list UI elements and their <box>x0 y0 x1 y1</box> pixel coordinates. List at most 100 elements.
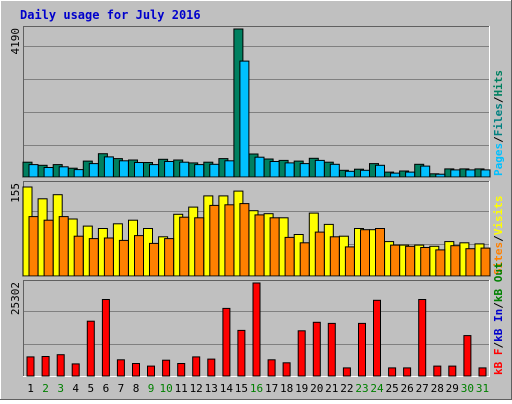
bar-pages-day-1 <box>28 164 39 178</box>
x-tick-label-day-18: 18 <box>280 382 293 395</box>
x-tick-label-day-6: 6 <box>103 382 110 395</box>
x-tick-label-day-1: 1 <box>27 382 34 395</box>
bar-pages-day-12 <box>194 164 205 178</box>
bar-sites-day-1 <box>28 216 39 277</box>
legend-visits: Visits <box>492 196 505 236</box>
bar-kb-f-day-7 <box>116 359 125 377</box>
bar-sites-day-3 <box>58 216 69 277</box>
x-tick-label-day-17: 17 <box>265 382 278 395</box>
bar-pages-day-21 <box>329 163 340 178</box>
legend-kb-out: kB Out <box>492 262 505 302</box>
bar-kb-f-day-17 <box>267 359 276 377</box>
bar-pages-day-5 <box>88 163 99 178</box>
x-tick-label-day-4: 4 <box>72 382 79 395</box>
legend-separator: / <box>492 342 505 349</box>
x-tick-label-day-10: 10 <box>159 382 172 395</box>
bar-kb-f-day-31 <box>478 367 487 377</box>
bar-kb-f-day-3 <box>56 354 65 377</box>
bar-pages-day-17 <box>269 161 280 178</box>
legend-separator: / <box>492 136 505 143</box>
bar-pages-day-6 <box>103 156 114 178</box>
bar-sites-day-31 <box>480 247 491 277</box>
chart-title: Daily usage for July 2016 <box>20 8 201 22</box>
bar-kb-f-day-27 <box>418 299 427 377</box>
bar-kb-f-day-29 <box>448 365 457 377</box>
bar-sites-day-10 <box>164 238 175 277</box>
bar-pages-day-14 <box>224 160 235 178</box>
bar-pages-day-19 <box>299 163 310 178</box>
bar-sites-day-11 <box>179 216 190 277</box>
bar-sites-day-14 <box>224 204 235 277</box>
x-tick-label-day-27: 27 <box>416 382 429 395</box>
legend-sites: Sites <box>492 242 505 275</box>
bar-pages-day-10 <box>164 161 175 178</box>
x-tick-label-day-13: 13 <box>205 382 218 395</box>
bar-sites-day-6 <box>103 237 114 277</box>
bar-pages-day-24 <box>375 164 385 178</box>
bar-sites-day-18 <box>284 236 295 277</box>
legend-hits: Hits <box>492 70 505 97</box>
legend-separator: / <box>492 96 505 103</box>
bar-pages-day-3 <box>58 166 69 178</box>
x-tick-label-day-9: 9 <box>148 382 155 395</box>
x-tick-label-day-22: 22 <box>340 382 353 395</box>
legend-hits-files-pages: Pages/Files/Hits <box>492 70 505 176</box>
bar-kb-f-day-12 <box>192 356 201 377</box>
bar-sites-day-24 <box>375 228 385 277</box>
x-tick-label-day-15: 15 <box>235 382 248 395</box>
legend-visits-sites: Sites/Visits <box>492 196 505 276</box>
bar-pages-day-27 <box>420 165 431 178</box>
bar-kb-f-day-4 <box>71 363 80 377</box>
bar-kb-f-day-26 <box>403 367 412 377</box>
legend-kb-f: kB F <box>492 349 505 376</box>
bar-sites-day-8 <box>134 235 144 277</box>
bar-kb-f-day-8 <box>132 363 140 377</box>
ymax-label-kbytes: 25302 <box>9 282 22 315</box>
legend-separator: / <box>492 302 505 309</box>
bar-kb-f-day-2 <box>41 356 50 377</box>
x-tick-label-day-30: 30 <box>461 382 474 395</box>
bar-kb-f-day-18 <box>282 362 291 377</box>
bar-sites-day-2 <box>43 219 54 277</box>
bar-kb-f-day-23 <box>358 322 366 377</box>
bar-kb-f-day-14 <box>222 307 231 377</box>
bar-kb-f-day-6 <box>101 299 110 377</box>
bar-pages-day-4 <box>73 169 84 178</box>
bar-pages-day-29 <box>450 169 461 178</box>
bar-sites-day-20 <box>314 231 325 277</box>
bar-sites-day-7 <box>118 239 129 277</box>
bar-pages-day-15 <box>239 60 250 178</box>
bar-pages-day-2 <box>43 167 54 178</box>
bar-sites-day-29 <box>450 245 461 277</box>
x-tick-label-day-29: 29 <box>446 382 459 395</box>
x-tick-label-day-5: 5 <box>87 382 94 395</box>
bar-kb-f-day-5 <box>86 320 95 377</box>
bar-sites-day-28 <box>435 249 446 277</box>
panel-hits-files-pages <box>23 26 490 178</box>
bar-pages-day-30 <box>465 169 476 178</box>
legend-kbytes: kB F/kB In/kB Out <box>492 262 505 375</box>
bar-kb-f-day-30 <box>463 335 472 377</box>
bar-pages-day-11 <box>179 161 190 178</box>
x-tick-label-day-19: 19 <box>295 382 308 395</box>
bar-sites-day-13 <box>209 204 220 277</box>
x-tick-label-day-21: 21 <box>325 382 338 395</box>
bar-pages-day-20 <box>314 159 325 178</box>
x-tick-label-day-16: 16 <box>250 382 263 395</box>
bar-pages-day-22 <box>344 170 355 178</box>
bar-sites-day-27 <box>420 247 431 277</box>
bar-sites-day-30 <box>465 248 476 277</box>
bar-kb-f-day-15 <box>237 329 246 377</box>
bar-pages-day-26 <box>405 171 416 178</box>
legend-kb-in: kB In <box>492 309 505 342</box>
bar-kb-f-day-28 <box>433 365 442 377</box>
x-tick-label-day-14: 14 <box>220 382 234 395</box>
x-tick-label-day-25: 25 <box>385 382 398 395</box>
bar-pages-day-25 <box>390 172 401 178</box>
bar-sites-day-19 <box>299 242 310 277</box>
x-tick-label-day-28: 28 <box>431 382 444 395</box>
x-tick-label-day-8: 8 <box>133 382 140 395</box>
legend-pages: Pages <box>492 143 505 176</box>
